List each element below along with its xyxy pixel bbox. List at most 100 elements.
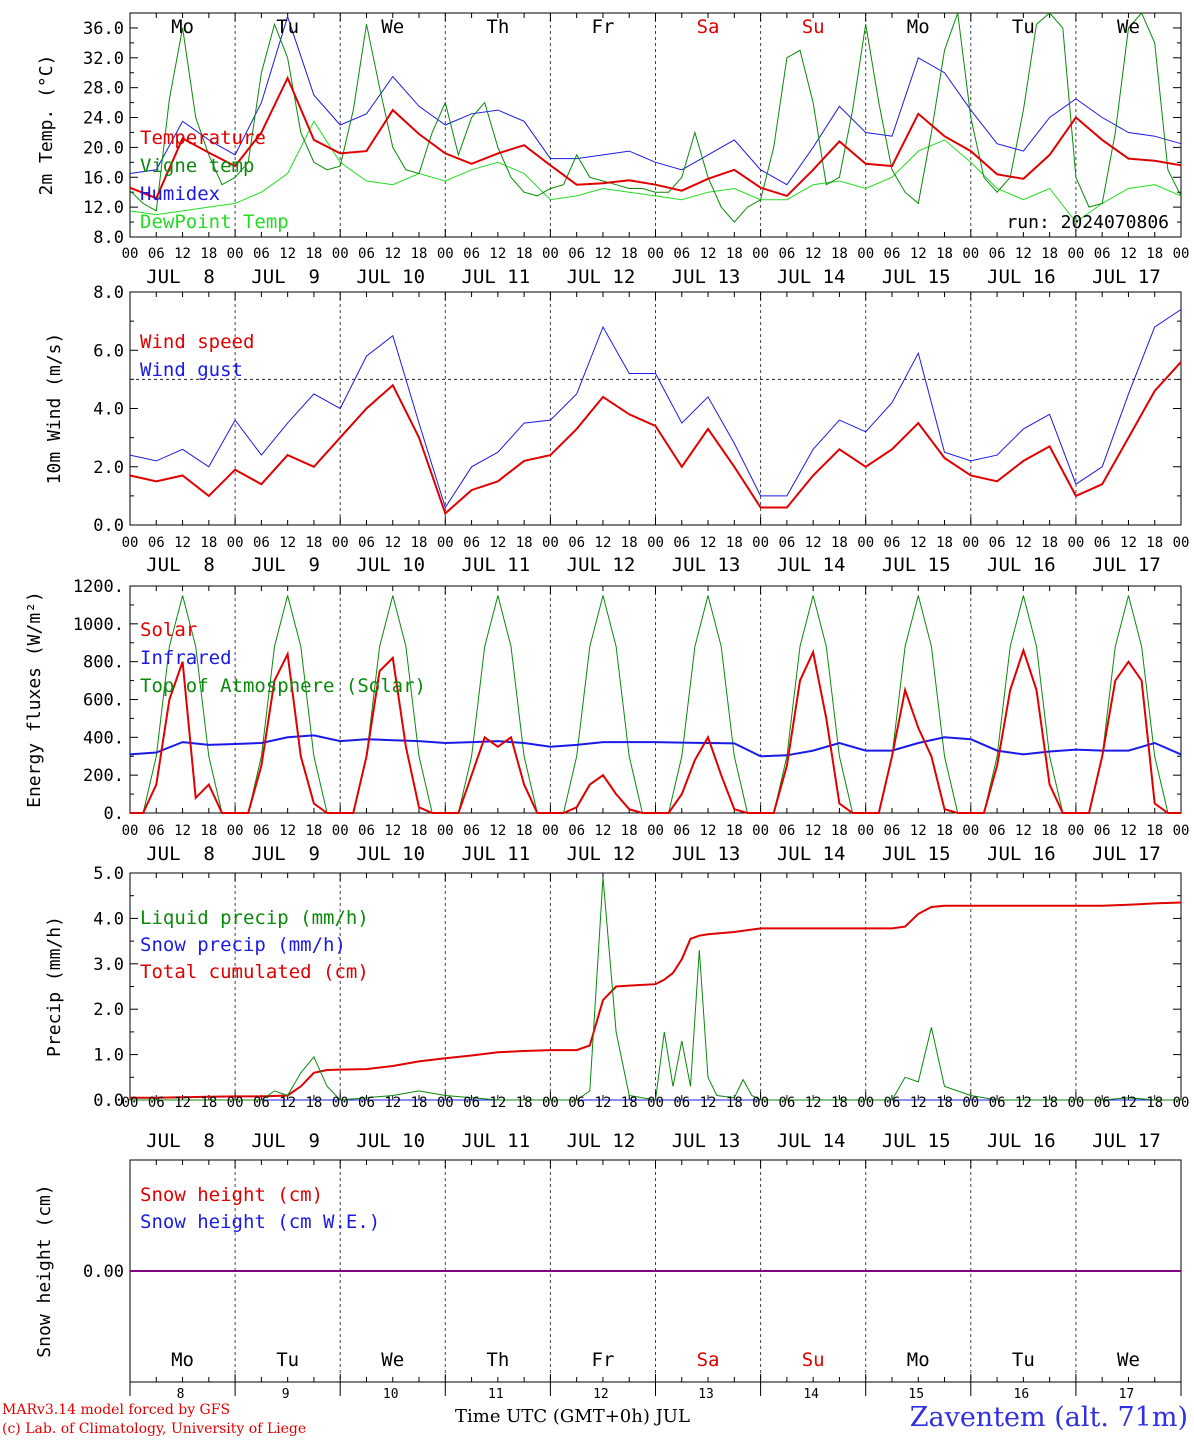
y-tick-label: 12.0 bbox=[83, 198, 124, 218]
y-tick-label: 200. bbox=[83, 766, 124, 786]
hour-tick-label: 06 bbox=[884, 823, 901, 839]
y-tick-label: 0.0 bbox=[93, 1091, 124, 1111]
day-number-label: 15 bbox=[908, 1387, 924, 1402]
hour-tick-label: 00 bbox=[437, 1095, 454, 1111]
date-label: JUL 8 bbox=[146, 266, 215, 288]
hour-tick-label: 06 bbox=[778, 246, 795, 262]
hour-tick-label: 06 bbox=[148, 246, 165, 262]
hour-tick-label: 06 bbox=[463, 823, 480, 839]
legend-entry: Vigne temp bbox=[140, 155, 254, 177]
y-tick-label: 36.0 bbox=[83, 19, 124, 39]
hour-tick-label: 18 bbox=[1146, 246, 1163, 262]
hour-tick-label: 06 bbox=[568, 823, 585, 839]
hour-tick-label: 18 bbox=[1041, 823, 1058, 839]
hour-tick-label: 00 bbox=[647, 246, 664, 262]
hour-tick-label: 00 bbox=[1173, 823, 1190, 839]
hour-tick-label: 18 bbox=[621, 246, 638, 262]
hour-tick-label: 06 bbox=[778, 535, 795, 551]
hour-tick-label: 06 bbox=[673, 246, 690, 262]
y-axis-label: Energy fluxes (W/m²) bbox=[24, 591, 45, 808]
hour-tick-label: 06 bbox=[884, 535, 901, 551]
legend-entry: Wind gust bbox=[140, 359, 243, 381]
hour-tick-label: 18 bbox=[516, 246, 533, 262]
weekday-label: We bbox=[1117, 1349, 1140, 1371]
hour-tick-label: 00 bbox=[332, 1095, 349, 1111]
hour-tick-label: 18 bbox=[1041, 535, 1058, 551]
series-line bbox=[130, 877, 1181, 1101]
y-tick-label: 400. bbox=[83, 728, 124, 748]
date-label: JUL 15 bbox=[882, 1130, 951, 1152]
hour-tick-label: 06 bbox=[673, 823, 690, 839]
y-tick-label: 24.0 bbox=[83, 109, 124, 129]
date-label: JUL 11 bbox=[462, 554, 531, 576]
hour-tick-label: 18 bbox=[200, 535, 217, 551]
hour-tick-label: 12 bbox=[910, 1095, 927, 1111]
hour-tick-label: 00 bbox=[227, 823, 244, 839]
x-axis-title: Time UTC (GMT+0h) JUL bbox=[455, 1406, 690, 1427]
date-label: JUL 16 bbox=[987, 843, 1056, 865]
hour-tick-label: 12 bbox=[1120, 246, 1137, 262]
hour-tick-label: 06 bbox=[1094, 535, 1111, 551]
hour-tick-label: 18 bbox=[305, 823, 322, 839]
date-label: JUL 9 bbox=[251, 843, 320, 865]
date-label: JUL 10 bbox=[356, 266, 425, 288]
hour-tick-label: 06 bbox=[989, 535, 1006, 551]
hour-tick-label: 00 bbox=[647, 1095, 664, 1111]
hour-tick-label: 12 bbox=[1015, 535, 1032, 551]
y-tick-label: 3.0 bbox=[93, 955, 124, 975]
weekday-label: Th bbox=[486, 16, 509, 38]
series-line bbox=[129, 75, 1182, 200]
date-label: JUL 8 bbox=[146, 554, 215, 576]
hour-tick-label: 18 bbox=[1146, 535, 1163, 551]
hour-tick-label: 12 bbox=[279, 246, 296, 262]
hour-tick-label: 12 bbox=[1120, 823, 1137, 839]
y-tick-label: 2.0 bbox=[93, 458, 124, 478]
credit-line-1: MARv3.14 model forced by GFS bbox=[2, 1402, 231, 1418]
hour-tick-label: 00 bbox=[647, 823, 664, 839]
hour-tick-label: 00 bbox=[857, 535, 874, 551]
weekday-label: Sa bbox=[697, 16, 720, 38]
date-label: JUL 15 bbox=[882, 843, 951, 865]
hour-tick-label: 00 bbox=[542, 246, 559, 262]
date-label: JUL 13 bbox=[672, 554, 741, 576]
hour-tick-label: 06 bbox=[148, 1095, 165, 1111]
hour-tick-label: 00 bbox=[437, 535, 454, 551]
date-label: JUL 14 bbox=[777, 554, 846, 576]
hour-tick-label: 12 bbox=[174, 1095, 191, 1111]
hour-tick-label: 00 bbox=[542, 1095, 559, 1111]
day-number-label: 8 bbox=[177, 1387, 185, 1402]
legend-entry: Snow precip (mm/h) bbox=[140, 934, 346, 956]
hour-tick-label: 18 bbox=[936, 1095, 953, 1111]
legend-entry: Liquid precip (mm/h) bbox=[140, 907, 369, 929]
date-label: JUL 12 bbox=[567, 843, 636, 865]
date-label: JUL 16 bbox=[987, 266, 1056, 288]
weekday-label: We bbox=[381, 16, 404, 38]
weekday-label: We bbox=[381, 1349, 404, 1371]
hour-tick-label: 00 bbox=[752, 535, 769, 551]
weekday-label: Tu bbox=[1012, 1349, 1035, 1371]
hour-tick-label: 06 bbox=[568, 246, 585, 262]
day-number-label: 12 bbox=[593, 1387, 609, 1402]
hour-tick-label: 06 bbox=[1094, 246, 1111, 262]
hour-tick-label: 12 bbox=[279, 1095, 296, 1111]
date-label: JUL 15 bbox=[882, 554, 951, 576]
hour-tick-label: 06 bbox=[778, 823, 795, 839]
date-label: JUL 9 bbox=[251, 266, 320, 288]
hour-tick-label: 06 bbox=[568, 535, 585, 551]
hour-tick-label: 18 bbox=[1041, 246, 1058, 262]
hour-tick-label: 00 bbox=[857, 1095, 874, 1111]
hour-tick-label: 00 bbox=[962, 823, 979, 839]
date-label: JUL 16 bbox=[987, 1130, 1056, 1152]
hour-tick-label: 00 bbox=[857, 246, 874, 262]
hour-tick-label: 18 bbox=[516, 823, 533, 839]
date-label: JUL 13 bbox=[672, 1130, 741, 1152]
hour-tick-label: 18 bbox=[936, 535, 953, 551]
y-tick-label: 8.0 bbox=[93, 283, 124, 303]
hour-tick-label: 18 bbox=[1146, 1095, 1163, 1111]
hour-tick-label: 12 bbox=[595, 823, 612, 839]
day-number-label: 10 bbox=[383, 1387, 399, 1402]
hour-tick-label: 12 bbox=[489, 1095, 506, 1111]
hour-tick-label: 12 bbox=[700, 823, 717, 839]
hour-tick-label: 12 bbox=[805, 246, 822, 262]
y-tick-label: 0.0 bbox=[93, 516, 124, 536]
